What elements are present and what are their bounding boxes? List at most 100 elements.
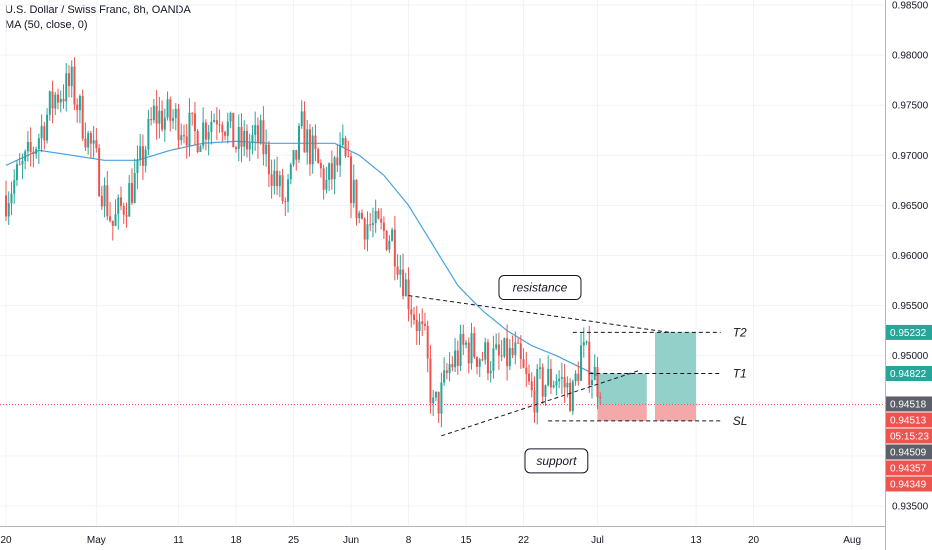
price-badge-label: 0.95232	[890, 328, 927, 339]
candle-down	[161, 110, 164, 130]
candle-up	[388, 240, 391, 250]
callout-box[interactable]	[498, 275, 582, 301]
x-tick-label: Jun	[343, 535, 359, 546]
candle-up	[117, 197, 120, 215]
support-callout[interactable]: support	[524, 448, 589, 474]
candle-down	[191, 112, 194, 114]
drawings[interactable]: T2 T1 SL resistance support	[0, 275, 885, 474]
candle-down	[100, 195, 103, 207]
x-tick-label: 18	[230, 535, 242, 546]
candle-down	[421, 321, 424, 324]
candle-up	[536, 369, 539, 413]
candle-up	[574, 373, 577, 382]
candle-down	[363, 218, 366, 240]
y-tick-label: 0.95000	[892, 351, 929, 362]
x-tick-label: 15	[460, 535, 472, 546]
candle-down	[155, 105, 158, 124]
position-zones[interactable]	[597, 332, 697, 421]
candle-down	[569, 382, 572, 412]
loss-zone[interactable]	[654, 404, 697, 421]
candle-down	[204, 122, 207, 140]
candle-down	[196, 131, 199, 152]
loss-zone[interactable]	[597, 404, 647, 421]
candle-down	[445, 370, 448, 374]
callout-text: support	[536, 454, 577, 468]
candle-down	[57, 94, 60, 103]
candle-up	[404, 279, 407, 297]
candle-up	[555, 381, 558, 386]
candle-down	[106, 185, 109, 217]
callout-box[interactable]	[524, 448, 589, 474]
candle-up	[495, 344, 498, 349]
candle-down	[396, 266, 399, 275]
candle-down	[284, 200, 287, 202]
candle-up	[229, 112, 232, 122]
candle-down	[125, 214, 128, 217]
y-tick-label: 0.97000	[892, 151, 929, 162]
candle-down	[530, 381, 533, 391]
candle-down	[577, 373, 580, 381]
candle-up	[226, 121, 229, 136]
candle-down	[467, 342, 470, 364]
profit-zone[interactable]	[654, 332, 697, 405]
candle-up	[65, 73, 68, 102]
x-tick-label: 22	[518, 535, 530, 546]
candle-down	[43, 126, 46, 141]
x-tick-label: Aug	[843, 535, 861, 546]
candle-down	[267, 144, 270, 175]
candle-up	[292, 150, 295, 165]
resistance-callout[interactable]: resistance	[498, 275, 582, 301]
candle-up	[478, 359, 481, 367]
y-tick-label: 0.96000	[892, 251, 929, 262]
candle-down	[185, 136, 188, 146]
candle-down	[314, 135, 317, 150]
candle-down	[330, 163, 333, 180]
candle-down	[98, 148, 101, 196]
candle-up	[273, 170, 276, 186]
candle-down	[221, 124, 224, 132]
callout-text: resistance	[513, 281, 568, 295]
candle-down	[407, 279, 410, 310]
candle-down	[336, 157, 339, 166]
candle-down	[5, 195, 7, 217]
candle-down	[322, 168, 325, 190]
resistance-trendline[interactable]	[408, 295, 672, 334]
price-badge-label: 0.94822	[890, 369, 927, 380]
symbol-title[interactable]: U.S. Dollar / Swiss Franc, 8h, OANDA	[5, 4, 191, 16]
level-label: T1	[733, 367, 747, 381]
candle-down	[456, 350, 459, 367]
candle-down	[215, 120, 218, 125]
candle-down	[240, 126, 243, 147]
candle-up	[492, 348, 495, 371]
candle-down	[193, 113, 196, 132]
candle-up	[289, 164, 292, 180]
candle-down	[355, 179, 358, 219]
candle-down	[141, 146, 144, 166]
candle-down	[76, 104, 79, 111]
profit-zone[interactable]	[597, 373, 647, 405]
candle-up	[202, 122, 205, 147]
candle-down	[122, 205, 125, 215]
candle-down	[262, 120, 265, 155]
candle-down	[528, 373, 531, 382]
level-label: SL	[733, 414, 748, 428]
candle-up	[566, 382, 569, 388]
indicator-label[interactable]: MA (50, close, 0)	[5, 19, 88, 31]
candle-up	[87, 133, 90, 148]
price-badge	[886, 476, 932, 492]
candle-up	[103, 185, 106, 207]
candle-up	[514, 342, 517, 356]
candle-down	[51, 91, 54, 109]
x-tick-label: 11	[173, 535, 184, 546]
candle-up	[287, 179, 290, 202]
level-label: T2	[733, 325, 747, 339]
candle-down	[232, 112, 235, 148]
candle-up	[248, 142, 251, 150]
candle-up	[15, 164, 18, 181]
y-tick-label: 0.98000	[892, 51, 929, 62]
candle-up	[37, 138, 40, 149]
x-tick-label: May	[87, 535, 106, 546]
candle-down	[475, 357, 478, 367]
candle-up	[440, 382, 443, 414]
